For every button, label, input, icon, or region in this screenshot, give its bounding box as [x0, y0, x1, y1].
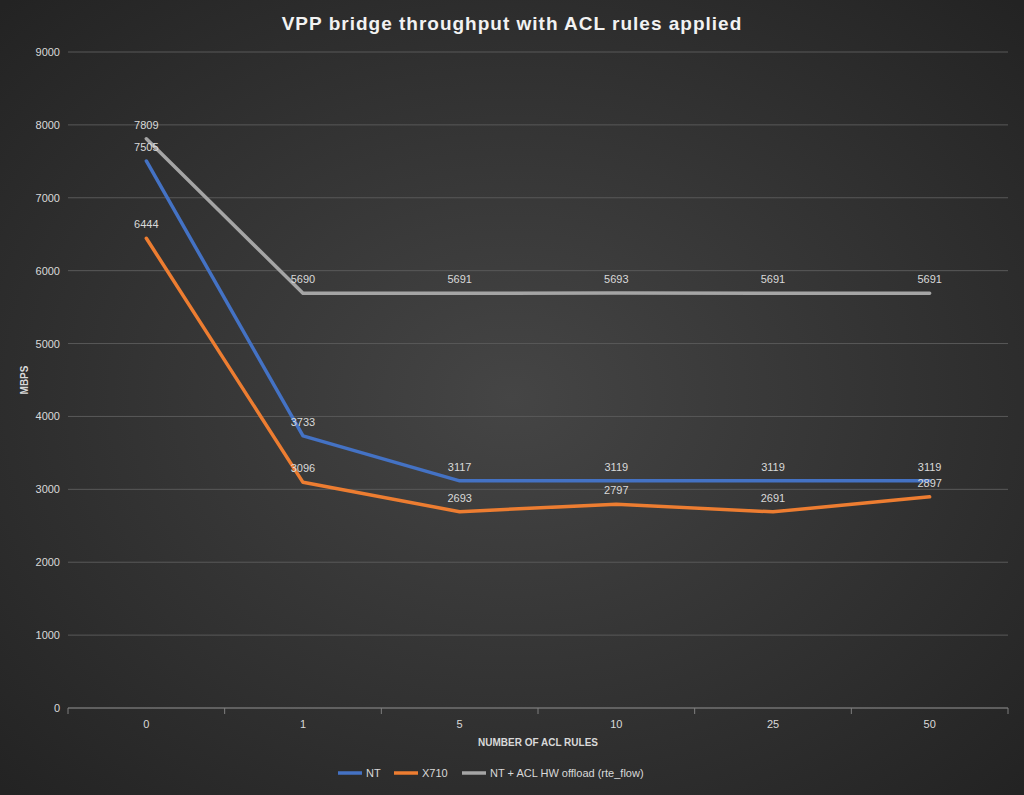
y-axis-label: MBPS [19, 365, 30, 394]
data-label: 3119 [761, 461, 785, 473]
grid-line [68, 635, 1008, 636]
y-tick-label: 8000 [36, 119, 60, 131]
x-tick-label: 10 [610, 718, 622, 730]
grid-line [68, 52, 1008, 53]
chart: VPP bridge throughput with ACL rules app… [0, 0, 1024, 795]
x-tick [694, 708, 695, 714]
data-labels: 7505 3733 3117 3119 3119 3119 6444 3096 2693 2797… [134, 119, 942, 504]
x-tick-label: 5 [457, 718, 463, 730]
data-label: 6444 [134, 218, 158, 230]
data-label: 3733 [291, 416, 315, 428]
grid-line [68, 343, 1008, 344]
x-tick [381, 708, 382, 714]
y-tick-label: 2000 [36, 556, 60, 568]
data-label: 2797 [604, 484, 628, 496]
data-label: 2897 [917, 477, 941, 489]
legend-label: X710 [422, 767, 448, 779]
y-tick-label: 9000 [36, 46, 60, 58]
x-tick [538, 708, 539, 714]
x-tick-label: 50 [924, 718, 936, 730]
data-label: 7505 [134, 141, 158, 153]
data-label: 5690 [291, 273, 315, 285]
y-tick-label: 1000 [36, 629, 60, 641]
data-label: 3117 [448, 461, 472, 473]
x-axis-label: NUMBER OF ACL RULES [478, 737, 598, 748]
x-tick [1008, 708, 1009, 714]
x-tick [68, 708, 69, 714]
grid-line [68, 489, 1008, 490]
y-tick-label: 3000 [36, 483, 60, 495]
series-line [146, 139, 929, 293]
legend: NT X710 NT + ACL HW offload (rte_flow) [338, 767, 644, 779]
grid-line [68, 124, 1008, 125]
y-tick-label: 0 [54, 702, 60, 714]
x-tick-label: 25 [767, 718, 779, 730]
data-label: 2693 [447, 492, 471, 504]
data-label: 7809 [134, 119, 158, 131]
legend-label: NT [366, 767, 381, 779]
data-label: 2691 [761, 492, 785, 504]
y-tick-label: 4000 [36, 410, 60, 422]
data-label: 5691 [917, 273, 941, 285]
grid-line [68, 562, 1008, 563]
y-tick-label: 7000 [36, 192, 60, 204]
series-line [146, 161, 929, 481]
x-tick-label: 0 [143, 718, 149, 730]
data-label: 5691 [761, 273, 785, 285]
grid-line [68, 416, 1008, 417]
data-label: 3119 [918, 461, 942, 473]
x-tick [224, 708, 225, 714]
grid-line [68, 197, 1008, 198]
data-label: 5693 [604, 273, 628, 285]
plot-lines [146, 139, 929, 512]
x-tick [851, 708, 852, 714]
y-tick-label: 5000 [36, 338, 60, 350]
legend-swatch [394, 771, 418, 775]
legend-swatch [462, 771, 486, 775]
legend-swatch [338, 771, 362, 775]
data-label: 3096 [291, 462, 315, 474]
series-line [146, 238, 929, 512]
data-label: 3119 [605, 461, 629, 473]
title: VPP bridge throughput with ACL rules app… [282, 13, 743, 34]
data-label: 5691 [447, 273, 471, 285]
y-tick-label: 6000 [36, 265, 60, 277]
background [0, 0, 1024, 795]
x-tick-label: 1 [300, 718, 306, 730]
legend-label: NT + ACL HW offload (rte_flow) [490, 767, 644, 779]
